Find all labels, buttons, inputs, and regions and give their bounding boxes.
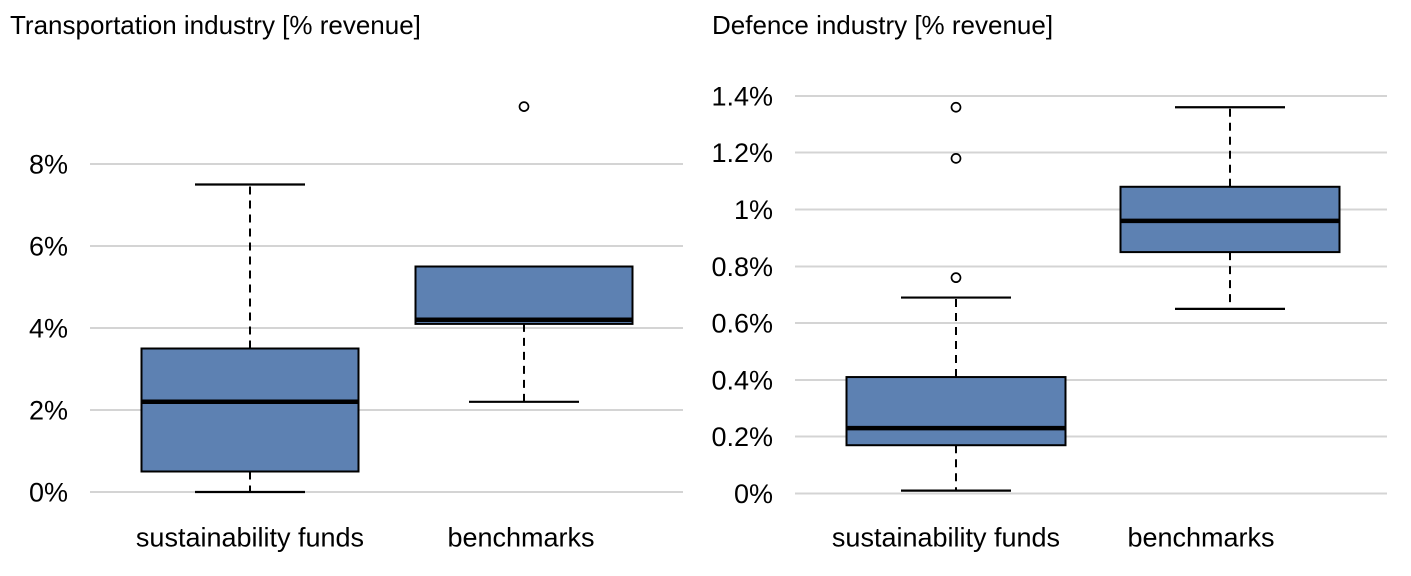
x-category-label: sustainability funds (832, 522, 1060, 552)
outlier-point (950, 272, 962, 284)
outlier-point (518, 101, 530, 112)
y-tick-label: 1.2% (711, 138, 773, 168)
chart-title-transportation: Transportation industry [% revenue] (10, 10, 421, 40)
x-category-label: benchmarks (1127, 522, 1274, 552)
y-tick-label: 1.4% (711, 81, 773, 111)
y-tick-label: 2% (29, 395, 68, 425)
outlier-point (950, 153, 962, 164)
y-tick-label: 4% (29, 313, 68, 343)
box (414, 265, 634, 325)
x-category-label: sustainability funds (136, 522, 364, 552)
box (140, 347, 360, 473)
y-tick-label: 0% (734, 479, 773, 509)
outlier-point (950, 101, 962, 113)
y-tick-label: 0% (29, 477, 68, 507)
y-tick-label: 0.8% (711, 252, 773, 282)
y-tick-label: 6% (29, 231, 68, 261)
y-tick-label: 0.6% (711, 309, 773, 339)
y-tick-label: 8% (29, 149, 68, 179)
y-tick-label: 1% (734, 195, 773, 225)
chart-title-defence: Defence industry [% revenue] (712, 10, 1054, 40)
box (845, 376, 1067, 447)
x-category-label: benchmarks (447, 522, 594, 552)
y-tick-label: 0.4% (711, 365, 773, 395)
y-tick-label: 0.2% (711, 422, 773, 452)
